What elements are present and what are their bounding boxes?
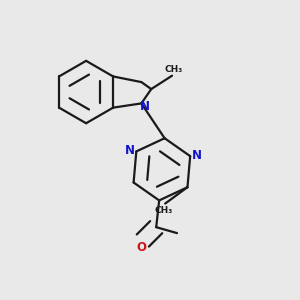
Text: CH₃: CH₃ — [154, 206, 173, 214]
Text: N: N — [125, 144, 135, 157]
Text: N: N — [192, 149, 202, 162]
Text: N: N — [140, 100, 150, 113]
Text: CH₃: CH₃ — [164, 65, 183, 74]
Text: O: O — [136, 241, 146, 254]
